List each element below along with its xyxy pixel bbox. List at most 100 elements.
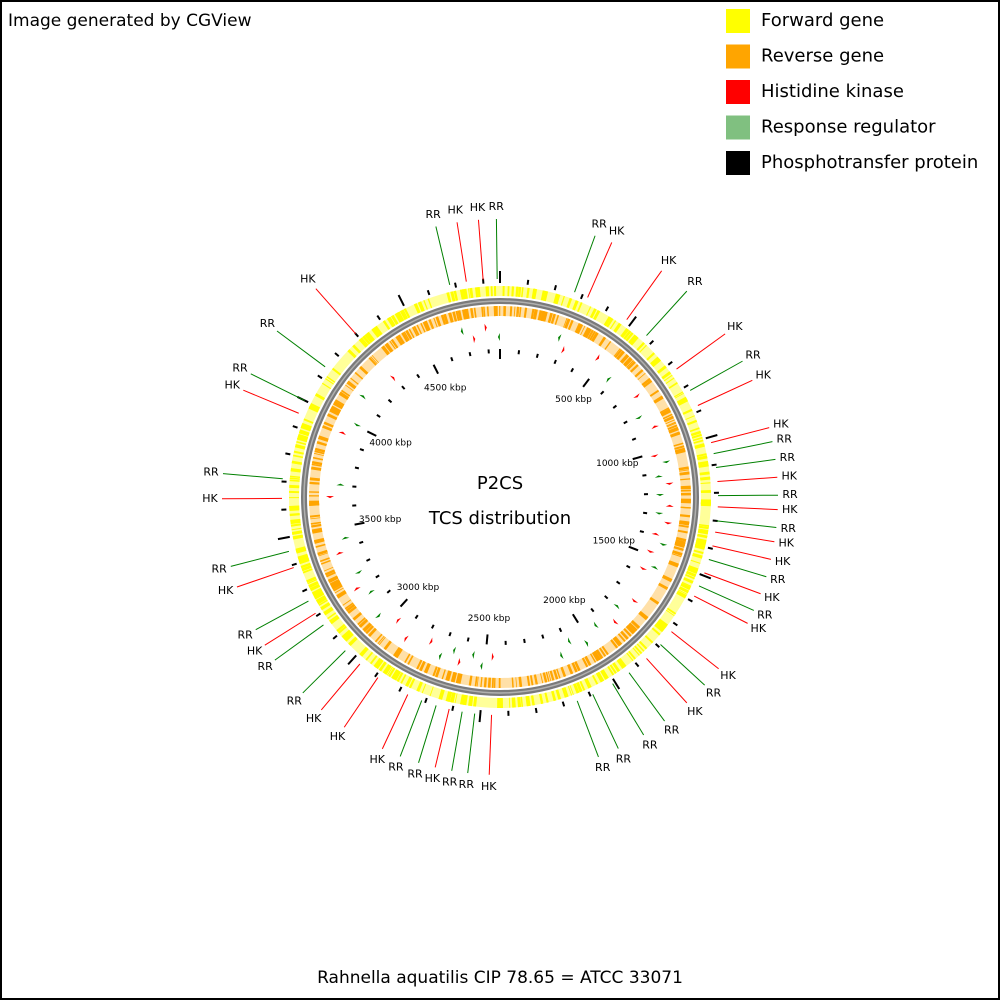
forward-gene: [612, 662, 621, 673]
reverse-gene: [483, 306, 486, 317]
reverse-gene: [405, 329, 413, 340]
reverse-gene: [309, 491, 320, 493]
forward-gene: [467, 288, 471, 299]
forward-gene: [639, 344, 647, 353]
feature-arrow: [665, 482, 674, 485]
forward-gene: [623, 330, 632, 340]
reverse-gene: [403, 331, 410, 341]
tick-label: 3000 kbp: [397, 583, 440, 593]
forward-gene: [452, 692, 456, 703]
feature-label: HK: [661, 254, 677, 267]
forward-gene: [646, 352, 656, 361]
reverse-gene: [673, 442, 684, 447]
forward-gene: [387, 316, 396, 327]
forward-gene: [323, 606, 334, 615]
reverse-gene: [668, 426, 679, 433]
forward-gene: [297, 553, 308, 558]
reverse-gene: [616, 350, 624, 359]
feature-line: [660, 644, 705, 686]
reverse-gene: [589, 330, 596, 341]
outer-tick: [291, 562, 297, 567]
forward-gene: [663, 374, 673, 382]
feature-label: HK: [687, 705, 703, 718]
reverse-gene: [564, 318, 571, 329]
feature-label: RR: [770, 573, 786, 586]
reverse-gene: [623, 357, 633, 367]
tick-label: 500 kbp: [555, 395, 592, 405]
inner-tick: [600, 390, 605, 395]
feature-arrow: [472, 650, 475, 659]
feature-line: [715, 458, 776, 468]
outer-tick: [705, 434, 718, 440]
reverse-gene: [455, 310, 460, 321]
reverse-gene: [327, 413, 338, 421]
forward-gene: [651, 358, 661, 367]
feature-arrow: [497, 333, 500, 342]
reverse-gene: [313, 457, 323, 460]
backbone-highlight: [303, 300, 697, 694]
reverse-gene: [470, 307, 474, 319]
reverse-gene: [331, 582, 342, 590]
reverse-gene: [317, 549, 328, 556]
outer-tick: [628, 315, 637, 327]
reverse-gene: [311, 463, 322, 467]
reverse-gene: [338, 392, 349, 400]
forward-gene: [292, 454, 304, 459]
feature-label: RR: [642, 738, 658, 751]
forward-gene: [621, 328, 630, 339]
forward-gene: [413, 303, 421, 314]
reverse-gene: [626, 360, 634, 369]
reverse-gene: [357, 617, 366, 626]
tick-label: 2000 kbp: [543, 596, 586, 606]
reverse-gene: [382, 345, 390, 355]
reverse-gene: [332, 584, 342, 590]
reverse-gene: [584, 328, 592, 339]
forward-gene: [314, 593, 325, 599]
outer-tick: [534, 707, 538, 714]
feature-line: [276, 330, 326, 368]
reverse-gene: [556, 668, 561, 679]
forward-gene: [681, 581, 692, 587]
forward-gene: [493, 286, 497, 297]
forward-gene: [438, 689, 443, 700]
forward-gene: [700, 482, 711, 484]
reverse-gene: [491, 677, 494, 688]
feature-label: RR: [777, 432, 793, 445]
reverse-gene: [571, 662, 577, 673]
forward-gene: [294, 444, 306, 450]
feature-arrow: [613, 618, 619, 625]
feature-arrow: [659, 542, 668, 546]
reverse-gene: [332, 402, 343, 410]
forward-gene: [289, 484, 300, 489]
reverse-gene: [452, 311, 458, 322]
forward-gene: [331, 367, 342, 376]
forward-gene: [321, 603, 331, 611]
forward-gene: [326, 376, 336, 383]
reverse-gene: [416, 324, 423, 335]
feature-label: HK: [218, 584, 234, 597]
feature-label: HK: [609, 224, 625, 237]
forward-gene: [502, 286, 505, 297]
legend-label: Histidine kinase: [761, 81, 904, 102]
inner-tick: [616, 580, 621, 585]
outer-tick: [451, 705, 455, 711]
reverse-gene: [330, 579, 340, 587]
reverse-gene: [342, 599, 352, 606]
forward-gene: [563, 687, 569, 698]
reverse-gene: [444, 313, 449, 324]
forward-gene: [681, 582, 691, 589]
forward-gene: [677, 398, 688, 406]
reverse-gene: [680, 478, 691, 481]
forward-gene: [388, 667, 396, 678]
reverse-gene: [371, 355, 379, 363]
forward-gene: [289, 497, 300, 499]
reverse-gene: [310, 466, 322, 471]
forward-gene: [299, 429, 310, 436]
reverse-gene: [674, 447, 685, 452]
forward-gene: [692, 436, 703, 442]
forward-gene: [526, 287, 530, 299]
reverse-gene: [582, 327, 590, 338]
forward-gene: [682, 408, 693, 415]
map-title: P2CS: [477, 473, 523, 494]
feature-arrow: [568, 637, 572, 645]
